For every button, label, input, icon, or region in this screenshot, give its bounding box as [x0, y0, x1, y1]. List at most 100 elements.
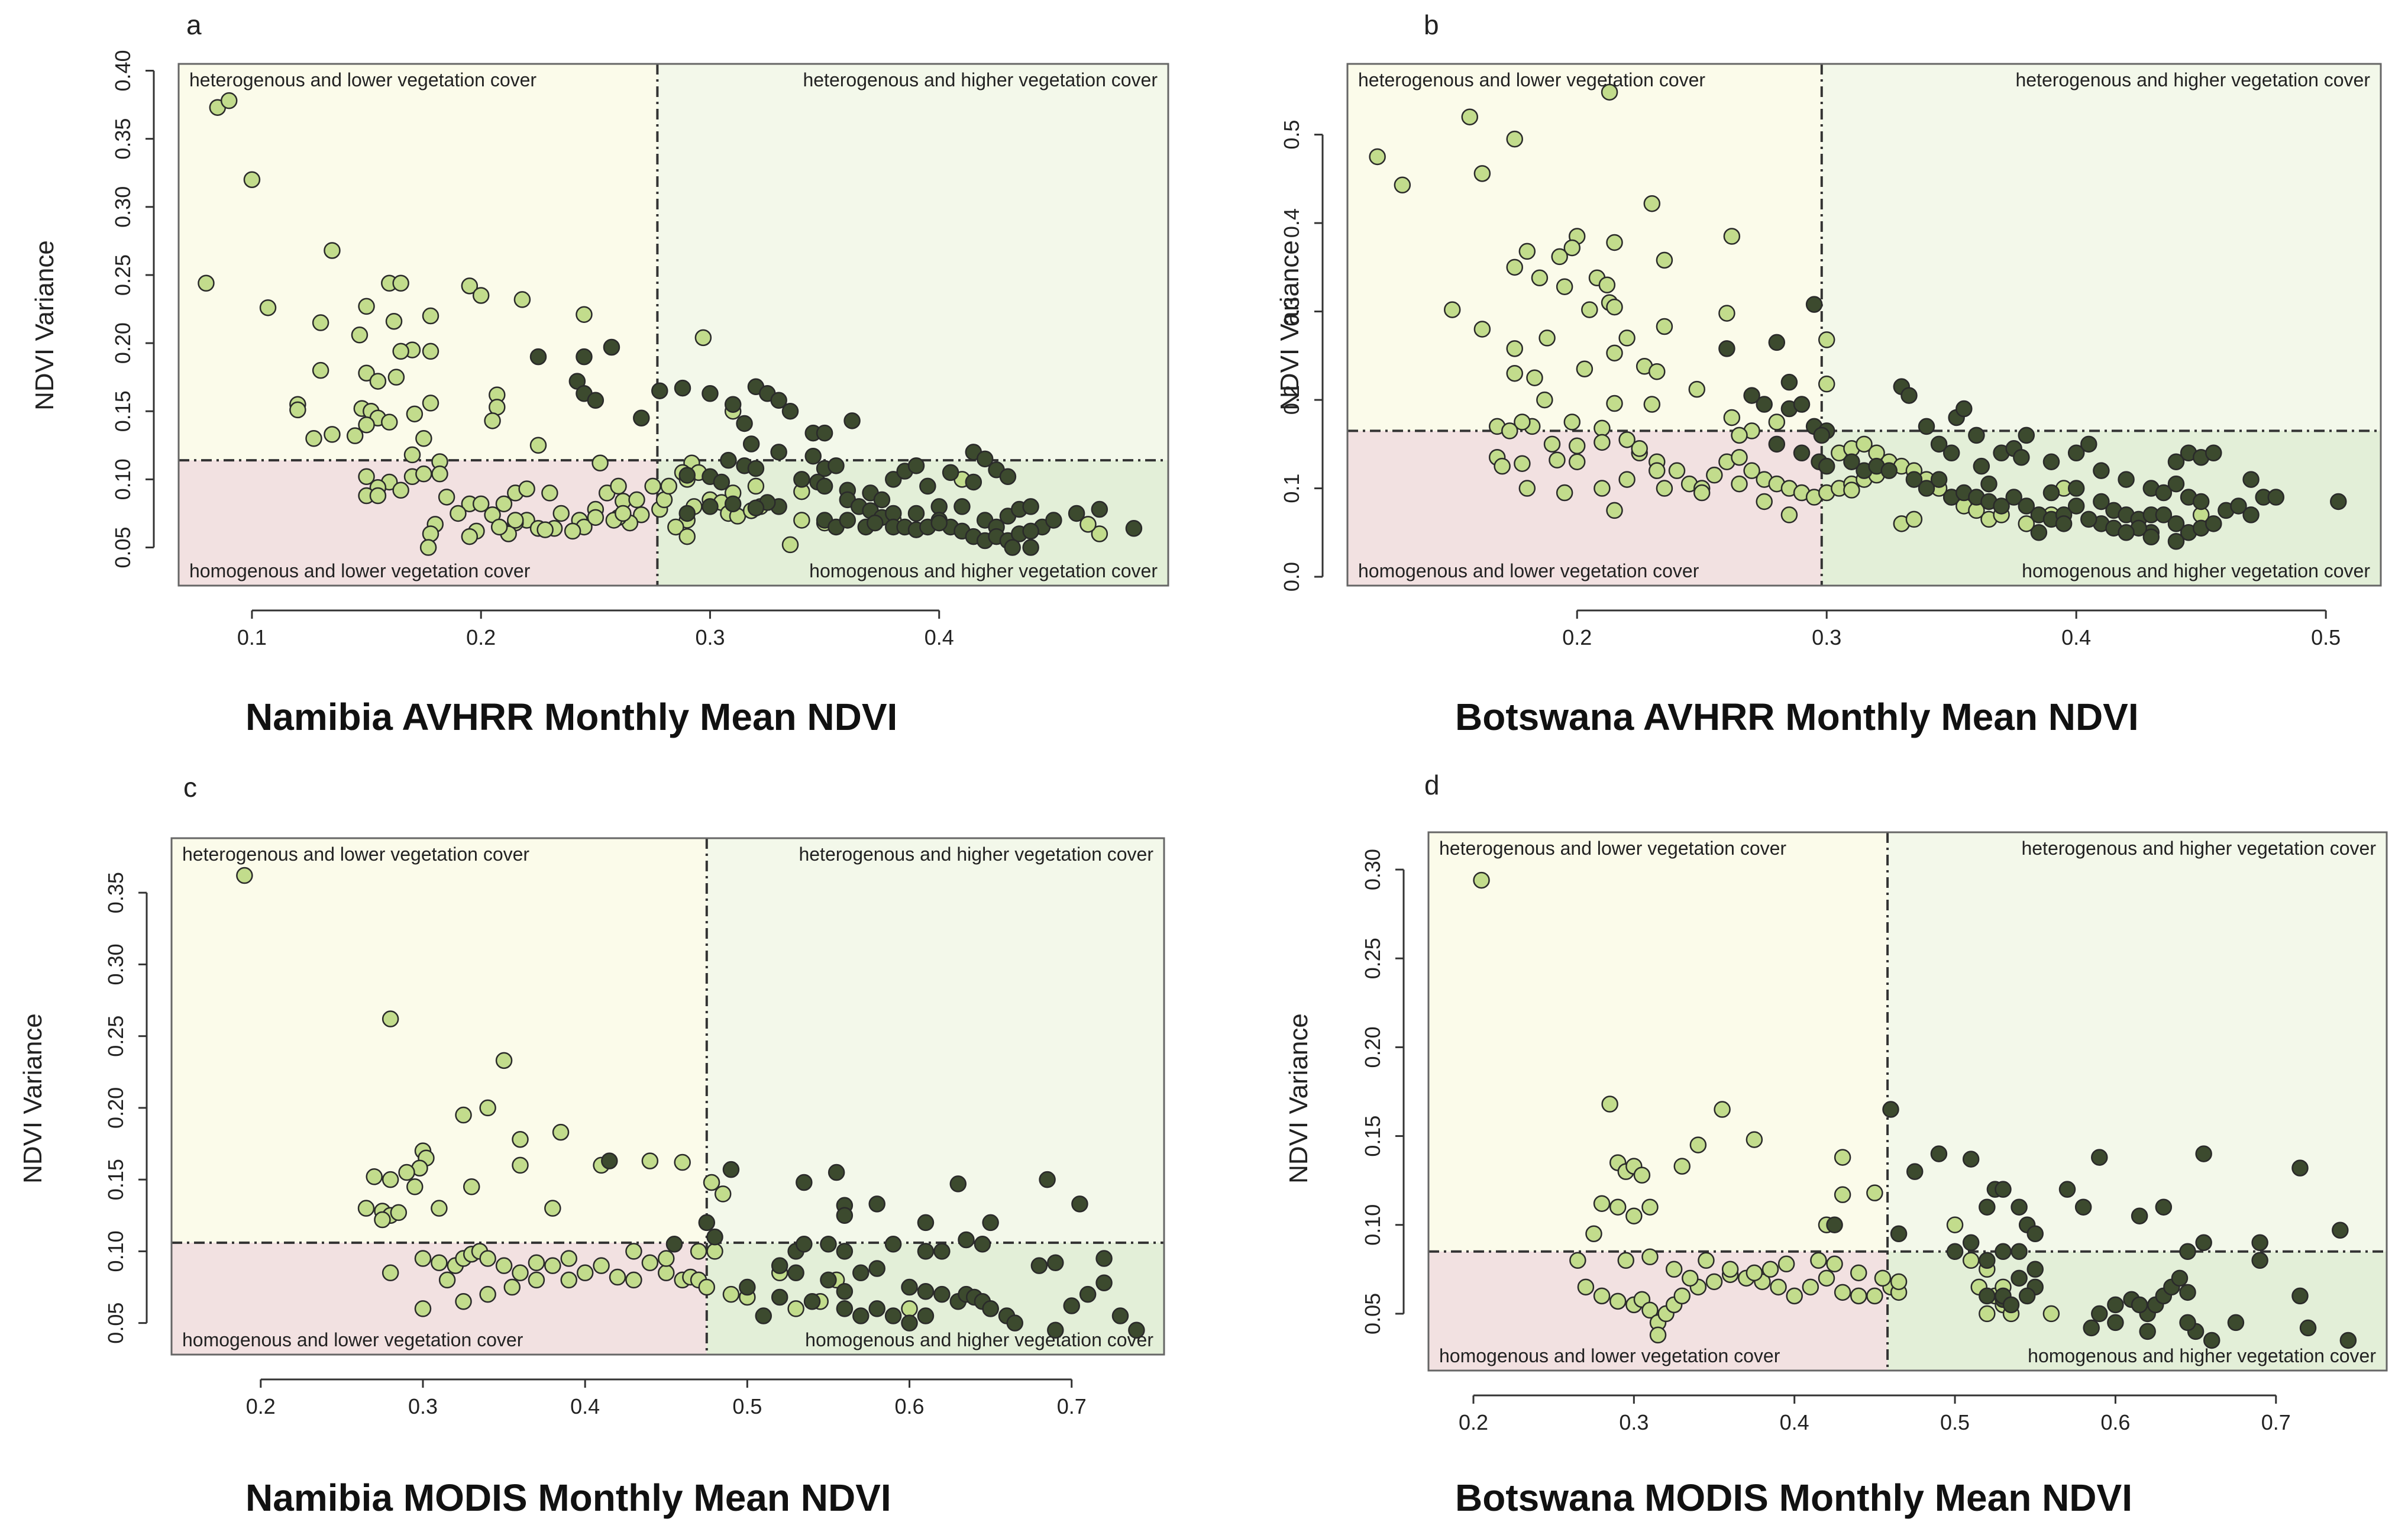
data-point-light: [1514, 413, 1531, 431]
data-point-dark: [828, 1164, 845, 1181]
data-point-dark: [678, 505, 696, 522]
quadrant-label-top-right: heterogenous and higher vegetation cover: [2015, 69, 2370, 91]
data-point-dark: [974, 1236, 991, 1253]
y-tick-label: 0.30: [104, 943, 128, 985]
data-point-dark: [2339, 1332, 2357, 1349]
data-point-dark: [2267, 489, 2285, 506]
data-point-light: [1714, 1101, 1731, 1118]
data-point-light: [1850, 1287, 1867, 1305]
data-point-dark: [793, 471, 810, 488]
data-point-dark: [982, 1300, 999, 1317]
data-point-light: [512, 1264, 529, 1282]
data-point-light: [1834, 1149, 1851, 1166]
data-point-dark: [1095, 1274, 1113, 1291]
data-point-dark: [2330, 493, 2347, 510]
y-tick-label: 0.1: [1279, 474, 1304, 503]
data-point-dark: [702, 385, 719, 402]
quadrant-label-top-left: heterogenous and lower vegetation cover: [1358, 69, 1705, 91]
data-point-dark: [1962, 1234, 1980, 1252]
y-tick-label: 0.5: [1279, 120, 1304, 150]
data-point-light: [1850, 1264, 1867, 1282]
y-tick-label: 0.15: [111, 390, 135, 432]
data-point-light: [544, 1257, 561, 1274]
data-point-light: [747, 477, 765, 495]
data-point-dark: [2167, 533, 2185, 550]
data-point-dark: [868, 1260, 885, 1277]
data-point-light: [1606, 298, 1623, 316]
data-point-light: [1723, 228, 1741, 245]
data-point-dark: [828, 457, 845, 474]
panel-letter-d: d: [1424, 770, 1440, 800]
data-point-light: [1721, 1261, 1739, 1278]
data-point-light: [1633, 1166, 1651, 1184]
data-point-light: [781, 536, 799, 554]
data-point-light: [259, 299, 277, 316]
data-point-light: [479, 1099, 496, 1117]
data-point-dark: [2011, 1269, 2028, 1287]
quadrant-top-right: [1821, 64, 2381, 431]
data-point-dark: [1793, 396, 1811, 413]
data-point-dark: [2080, 510, 2097, 528]
data-point-dark: [2205, 515, 2222, 532]
data-point-light: [1563, 413, 1581, 431]
x-tick-label: 0.3: [1619, 1410, 1649, 1434]
data-point-light: [1746, 1264, 1763, 1282]
data-point-light: [1568, 453, 1586, 470]
data-point-light: [346, 427, 364, 444]
data-point-dark: [1768, 334, 1786, 351]
data-point-light: [658, 1250, 675, 1267]
data-point-light: [1601, 83, 1618, 101]
data-point-light: [1569, 1252, 1586, 1269]
data-point-dark: [965, 473, 982, 491]
data-point-dark: [2055, 515, 2073, 532]
data-point-dark: [2067, 497, 2085, 515]
data-point-light: [1705, 1273, 1723, 1291]
data-point-light: [1594, 434, 1611, 451]
data-point-dark: [958, 1231, 975, 1249]
data-point-light: [544, 1200, 561, 1217]
data-point-light: [1506, 340, 1523, 357]
data-point-dark: [678, 467, 696, 484]
data-point-light: [1625, 1207, 1643, 1224]
data-point-light: [1576, 360, 1594, 377]
quadrant-label-bottom-left: homogenous and lower vegetation cover: [189, 560, 531, 581]
y-tick-label: 0.15: [1360, 1116, 1385, 1157]
chart-panel-d: heterogenous and lower vegetation cover h…: [1204, 767, 2408, 1535]
data-point-light: [357, 1200, 375, 1217]
data-point-dark: [2179, 1314, 2196, 1332]
data-point-light: [236, 867, 253, 884]
x-tick-label: 0.2: [1562, 625, 1592, 649]
data-point-light: [1866, 1287, 1883, 1305]
x-tick-label: 0.3: [695, 625, 725, 649]
data-point-dark: [736, 415, 753, 432]
data-point-light: [422, 307, 439, 325]
data-point-dark: [1906, 1163, 1924, 1180]
data-point-dark: [796, 1174, 813, 1191]
data-point-dark: [1979, 1287, 1996, 1305]
panel-letter-a: a: [186, 9, 202, 40]
data-point-dark: [1882, 1101, 1899, 1118]
data-point-light: [490, 518, 508, 536]
data-point-light: [1890, 1273, 1908, 1291]
data-point-dark: [1942, 444, 1960, 462]
data-point-dark: [706, 1228, 723, 1246]
data-point-light: [541, 484, 558, 502]
data-point-light: [289, 401, 306, 419]
data-point-dark: [2118, 471, 2135, 488]
data-point-light: [1606, 234, 1623, 251]
data-point-light: [576, 1264, 594, 1282]
data-point-light: [1641, 1248, 1659, 1266]
quadrant-label-bottom-right: homogenous and higher vegetation cover: [2028, 1345, 2376, 1366]
data-point-light: [552, 1123, 570, 1141]
data-point-light: [1526, 369, 1543, 386]
data-point-dark: [576, 348, 593, 366]
data-point-dark: [2299, 1319, 2317, 1337]
data-point-dark: [1128, 1321, 1145, 1339]
data-point-light: [438, 489, 455, 506]
data-point-dark: [2179, 1284, 2196, 1301]
data-point-dark: [2042, 484, 2060, 502]
data-point-dark: [868, 1300, 885, 1317]
data-point-light: [1079, 516, 1097, 533]
data-point-light: [1536, 391, 1553, 409]
data-point-light: [1946, 1216, 1964, 1233]
